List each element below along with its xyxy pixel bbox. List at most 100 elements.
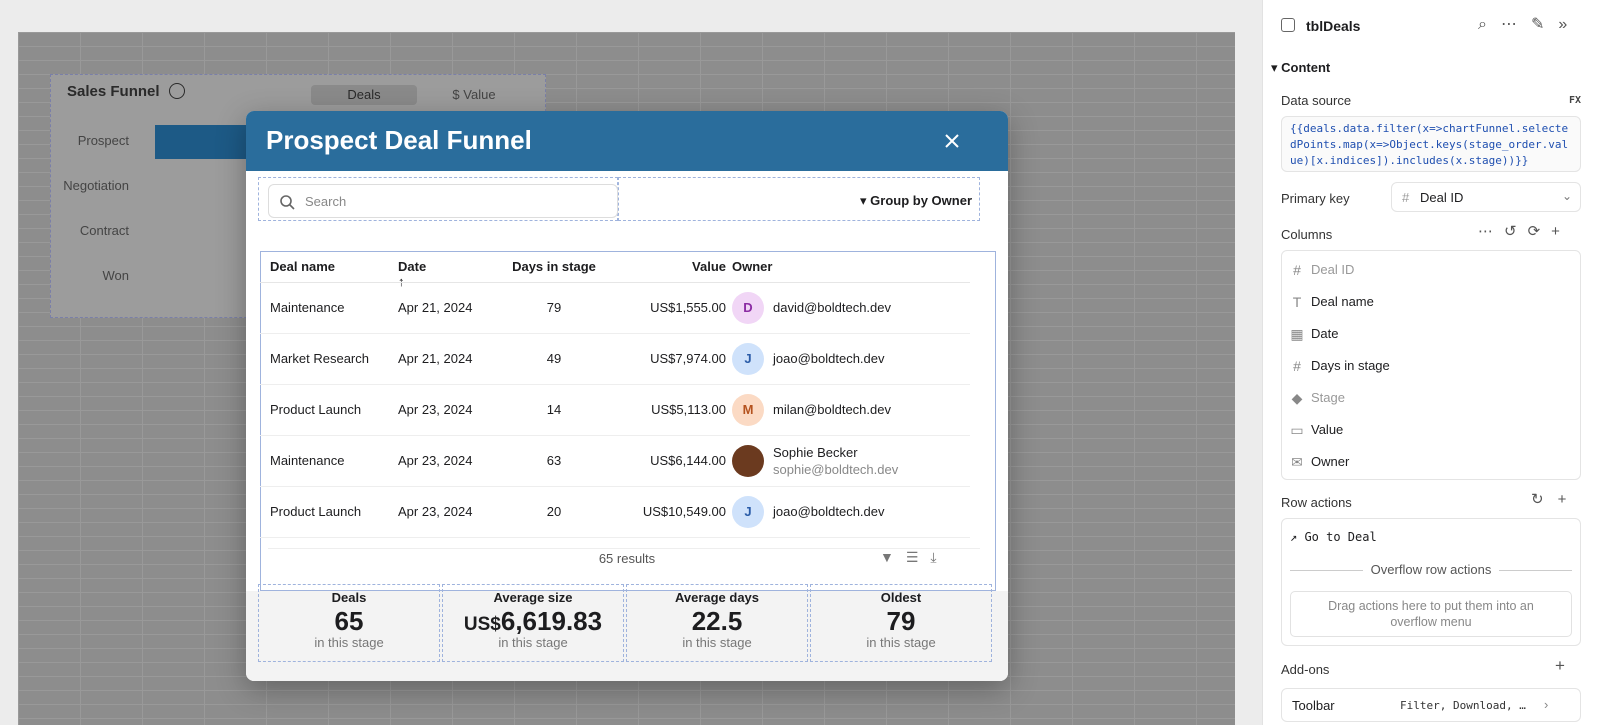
- cell: Apr 23, 2024: [398, 504, 473, 519]
- table-tools[interactable]: ▼☰⤓: [880, 549, 949, 565]
- owner-name: Sophie Becker: [773, 445, 858, 460]
- stat-value: 65: [258, 606, 440, 637]
- owner-email: milan@boldtech.dev: [773, 402, 891, 417]
- info-icon: [169, 83, 185, 99]
- modal: Prospect Deal Funnel Search ▾ Group by O…: [246, 111, 1008, 681]
- code-editor[interactable]: {{deals.data.filter(x=>chartFunnel.selec…: [1281, 116, 1581, 172]
- field-label: Data source: [1281, 93, 1352, 108]
- cell: 49: [546, 351, 562, 366]
- cell: US$10,549.00: [642, 504, 726, 519]
- component-name[interactable]: tblDeals: [1306, 18, 1361, 34]
- stage-label: Contract: [79, 223, 129, 238]
- column-item[interactable]: Deal name: [1311, 294, 1374, 309]
- column-header[interactable]: Owner: [732, 259, 772, 274]
- addon-label: Toolbar: [1292, 698, 1335, 713]
- cell: Product Launch: [270, 504, 362, 519]
- header-icons[interactable]: ⌕⋯✎»: [1478, 16, 1582, 33]
- search-box[interactable]: Search: [268, 184, 618, 218]
- column-item[interactable]: Date: [1311, 326, 1339, 341]
- search-icon: [280, 195, 295, 210]
- column-icon: ◆: [1291, 390, 1303, 406]
- search-placeholder: Search: [305, 194, 347, 209]
- owner-email: sophie@boldtech.dev: [773, 462, 899, 477]
- divider: [260, 282, 970, 283]
- column-icon: ✉: [1291, 454, 1303, 470]
- stat-number: 65: [334, 606, 364, 636]
- column-header[interactable]: Value: [692, 259, 726, 274]
- table-icon: [1281, 18, 1295, 32]
- chevron: ›: [1544, 697, 1549, 712]
- column-label: Deal name: [270, 259, 336, 274]
- column-header[interactable]: Deal name: [270, 259, 335, 274]
- avatar: D: [732, 292, 764, 324]
- caret: ▾: [1271, 60, 1282, 75]
- column-icon: ▦: [1290, 326, 1304, 342]
- row-action[interactable]: ↗ Go to Deal: [1290, 530, 1377, 544]
- toolbar-addon[interactable]: Toolbar Filter, Download, … ›: [1281, 688, 1581, 722]
- column-label: Date: [398, 259, 427, 274]
- cell: 63: [546, 453, 562, 468]
- stats-band: [246, 591, 1008, 681]
- stat-caption: in this stage: [866, 635, 936, 650]
- column-item[interactable]: Deal ID: [1311, 262, 1355, 277]
- column-item[interactable]: Days in stage: [1311, 358, 1390, 373]
- toggle-option[interactable]: Deals: [347, 87, 381, 102]
- cell: US$6,144.00: [650, 453, 726, 468]
- stat-caption: in this stage: [498, 635, 568, 650]
- column-item[interactable]: Owner: [1311, 454, 1350, 469]
- sort-icon: ↑: [398, 274, 405, 289]
- column-item[interactable]: Stage: [1311, 390, 1345, 405]
- table-row[interactable]: [260, 487, 970, 538]
- stat-label: Average size: [493, 590, 573, 605]
- stat-label: Oldest: [880, 590, 922, 605]
- close-button[interactable]: [942, 131, 962, 151]
- table-row[interactable]: [260, 334, 970, 385]
- cell: Apr 23, 2024: [398, 402, 473, 417]
- row-action-tools[interactable]: ↻+: [1531, 491, 1581, 508]
- field-label: Primary key: [1281, 191, 1350, 206]
- fx-button[interactable]: FX: [1569, 95, 1582, 106]
- stage-label: Prospect: [77, 133, 129, 148]
- stat-cell: [626, 584, 808, 662]
- primary-key-select[interactable]: # Deal ID ⌄: [1391, 182, 1581, 212]
- addon-value: Filter, Download, …: [1400, 699, 1526, 712]
- toggle-option[interactable]: $ Value: [452, 87, 496, 102]
- avatar: [732, 445, 764, 477]
- column-label: Days in stage: [512, 259, 596, 274]
- owner-email: joao@boldtech.dev: [773, 351, 885, 366]
- column-header[interactable]: Date ↑: [398, 259, 426, 289]
- cell: US$7,974.00: [650, 351, 726, 366]
- link-icon: ↗: [1290, 530, 1305, 544]
- modal-header: Prospect Deal Funnel: [246, 111, 1008, 171]
- section-title[interactable]: ▾ Content: [1271, 60, 1330, 76]
- column-label: Owner: [732, 259, 773, 274]
- stat-number: 79: [886, 606, 916, 636]
- chevron: ⌄: [1562, 189, 1573, 203]
- avatar: J: [732, 496, 764, 528]
- cell: Apr 23, 2024: [398, 453, 473, 468]
- inspector-panel: tblDeals ⌕⋯✎» ▾ Content Data source FX {…: [1262, 0, 1600, 725]
- table-row[interactable]: [260, 283, 970, 334]
- table-row[interactable]: [260, 436, 970, 487]
- hash-icon: #: [1402, 190, 1410, 205]
- cell: Maintenance: [270, 453, 345, 468]
- column-item[interactable]: Value: [1311, 422, 1344, 437]
- stage-label: Won: [102, 268, 130, 283]
- columns-tools[interactable]: ⋯↺⟳+: [1478, 223, 1571, 240]
- owner-email: david@boldtech.dev: [773, 300, 891, 315]
- stat-cell: [810, 584, 992, 662]
- toggle-active[interactable]: [311, 85, 417, 105]
- avatar: J: [732, 343, 764, 375]
- stat-number: 6,619.83: [500, 606, 603, 636]
- overflow-label: Overflow row actions: [1362, 562, 1500, 577]
- table-frame: [260, 251, 996, 591]
- group-button[interactable]: ▾ Group by Owner: [860, 193, 972, 209]
- overflow-dropzone: Drag actions here to put them into an ov…: [1290, 591, 1572, 637]
- field-label: Row actions: [1281, 495, 1352, 510]
- stat-label: Deals: [331, 590, 367, 605]
- overflow-heading: Overflow row actions: [1282, 561, 1580, 579]
- column-header[interactable]: Days in stage: [494, 259, 614, 274]
- add-button[interactable]: +: [1555, 656, 1565, 675]
- table-row[interactable]: [260, 385, 970, 436]
